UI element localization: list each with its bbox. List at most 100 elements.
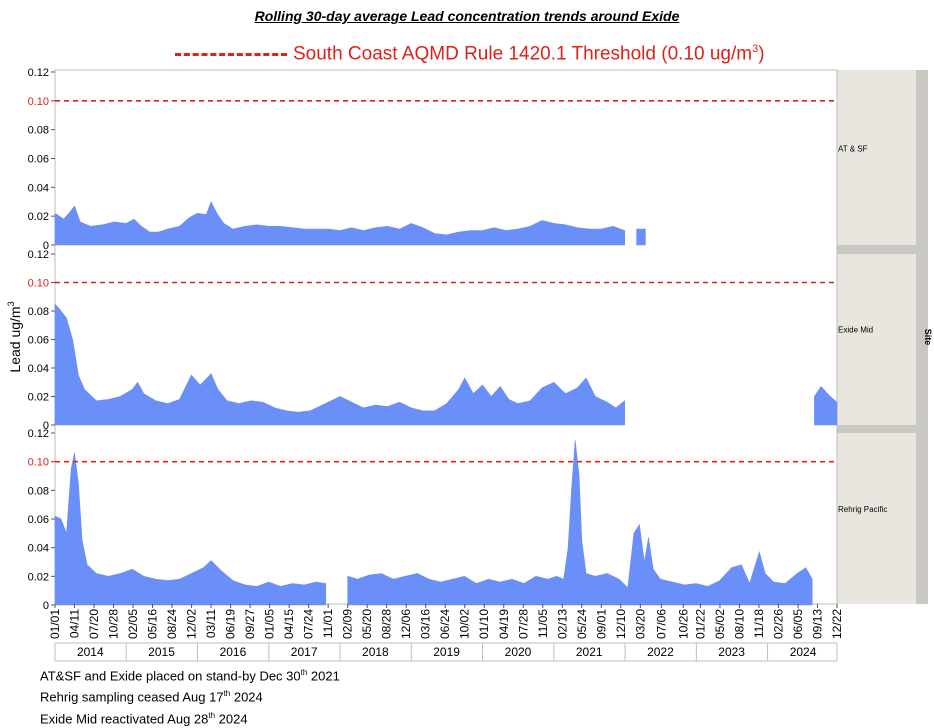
x-tick-label: 01/05 — [263, 609, 277, 639]
x-tick-label: 10/28 — [107, 609, 121, 639]
year-label: 2021 — [576, 645, 603, 659]
site-label: Rehrig Pacific — [838, 505, 887, 514]
x-tick-label: 04/19 — [497, 609, 511, 639]
year-label: 2020 — [505, 645, 532, 659]
x-tick-label: 06/05 — [791, 609, 805, 639]
x-tick-label: 09/27 — [243, 609, 257, 639]
series-area-segment — [54, 303, 625, 426]
y-tick-label: 0.12 — [28, 428, 49, 440]
panel-separator-1 — [837, 425, 916, 433]
x-tick-label: 12/22 — [830, 609, 844, 639]
x-tick-label: 08/28 — [380, 609, 394, 639]
facet-strip-background — [837, 70, 916, 604]
year-label: 2015 — [148, 645, 175, 659]
x-tick-label: 07/28 — [516, 609, 530, 639]
x-tick-label: 03/16 — [419, 609, 433, 639]
x-tick-label: 08/10 — [732, 609, 746, 639]
panel-exide-mid: 0 0.02 0.04 0.06 0.08 0.10 0.12 Exide Mid — [28, 249, 874, 432]
x-tick-label: 04/11 — [68, 609, 82, 638]
x-tick-label: 06/24 — [438, 609, 452, 639]
x-tick-label: 06/19 — [224, 609, 238, 639]
year-label: 2019 — [433, 645, 460, 659]
x-tick-label: 12/02 — [185, 609, 199, 639]
year-label: 2022 — [647, 645, 674, 659]
x-tick-label: 07/24 — [302, 609, 316, 639]
x-tick-label: 01/01 — [48, 609, 62, 639]
y-tick-label: 0 — [43, 600, 49, 612]
year-label: 2016 — [220, 645, 247, 659]
y-tick-label: 0.12 — [28, 67, 49, 79]
year-label: 2017 — [291, 645, 318, 659]
year-label: 2024 — [790, 645, 817, 659]
x-tick-label: 10/26 — [676, 609, 690, 639]
y-axis-title: Lead ug/m3 — [6, 301, 23, 372]
y-tick-label: 0.08 — [28, 485, 49, 497]
y-tick-label: 0.08 — [28, 125, 49, 137]
x-tick-label: 02/09 — [341, 609, 355, 639]
y-tick-label: 0.10 — [28, 278, 49, 290]
threshold-legend-label: South Coast AQMD Rule 1420.1 Threshold (… — [293, 42, 765, 65]
x-tick-label: 03/20 — [633, 609, 647, 639]
footnotes: AT&SF and Exide placed on stand-by Dec 3… — [40, 664, 340, 728]
chart-title: Rolling 30-day average Lead concentratio… — [254, 8, 680, 24]
y-tick-label: 0.02 — [28, 211, 49, 223]
series-area-segment — [54, 201, 625, 246]
y-tick-label: 0.06 — [28, 154, 49, 166]
x-tick-label: 12/06 — [399, 609, 413, 639]
y-tick-label: 0 — [43, 240, 49, 252]
y-tick-label: 0.04 — [28, 182, 49, 194]
x-tick-label: 11/05 — [536, 609, 550, 638]
y-tick-label: 0.06 — [28, 514, 49, 526]
facet-site-label: Site — [923, 329, 933, 346]
panel-rehrig-pacific: 0 0.02 0.04 0.06 0.08 0.10 0.12 Rehrig Pacific — [28, 428, 888, 612]
year-label: 2014 — [77, 645, 104, 659]
x-tick-label: 01/22 — [693, 609, 707, 639]
x-tick-label: 02/26 — [772, 609, 786, 639]
y-tick-label: 0.04 — [28, 363, 49, 375]
x-tick-label: 05/24 — [575, 609, 589, 639]
y-tick-label: 0.12 — [28, 249, 49, 261]
y-tick-label: 0.10 — [28, 96, 49, 108]
x-tick-label: 05/16 — [146, 609, 160, 639]
series-area-segment — [814, 386, 838, 426]
x-tick-label: 09/13 — [811, 609, 825, 639]
x-tick-label: 08/24 — [165, 609, 179, 639]
y-tick-label: 0.10 — [28, 457, 49, 469]
x-tick-label: 10/02 — [458, 609, 472, 639]
x-tick-label: 11/01 — [321, 609, 335, 638]
y-tick-label: 0.04 — [28, 543, 49, 555]
x-tick-label: 05/02 — [713, 609, 727, 639]
x-tick-label: 05/20 — [360, 609, 374, 639]
facet-site-bar — [916, 70, 928, 604]
x-tick-label: 01/10 — [477, 609, 491, 639]
site-label: Exide Mid — [838, 326, 873, 335]
x-tick-label: 12/10 — [614, 609, 628, 639]
series-area-segment — [54, 453, 327, 606]
x-tick-label: 02/05 — [126, 609, 140, 639]
footnote-rehrig-ceased: Rehrig sampling ceased Aug 17th 2024 — [40, 689, 263, 705]
x-tick-label: 11/18 — [752, 609, 766, 638]
x-tick-label: 07/06 — [654, 609, 668, 639]
x-tick-label: 04/15 — [282, 609, 296, 639]
year-label: 2023 — [718, 645, 745, 659]
x-tick-label: 02/13 — [555, 609, 569, 639]
series-area-segment — [636, 228, 646, 246]
series-area-segment — [347, 440, 813, 606]
x-tick-label: 03/11 — [204, 609, 218, 638]
y-tick-label: 0 — [43, 420, 49, 432]
threshold-legend-swatch — [175, 52, 287, 56]
x-tick-label: 07/20 — [87, 609, 101, 639]
panel-separator-0 — [837, 245, 916, 254]
y-tick-label: 0.06 — [28, 335, 49, 347]
year-label: 2018 — [362, 645, 389, 659]
footnote-exide-reactivated: Exide Mid reactivated Aug 28th 2024 — [40, 710, 248, 726]
y-tick-label: 0.02 — [28, 571, 49, 583]
site-label: AT & SF — [838, 145, 868, 154]
footnote-standby: AT&SF and Exide placed on stand-by Dec 3… — [40, 668, 340, 684]
y-tick-label: 0.02 — [28, 392, 49, 404]
plot-frame — [54, 69, 838, 605]
y-tick-label: 0.08 — [28, 306, 49, 318]
panel-at-sf: 0 0.02 0.04 0.06 0.08 0.10 0.12 AT & SF — [28, 67, 868, 252]
x-tick-label: 09/01 — [594, 609, 608, 639]
